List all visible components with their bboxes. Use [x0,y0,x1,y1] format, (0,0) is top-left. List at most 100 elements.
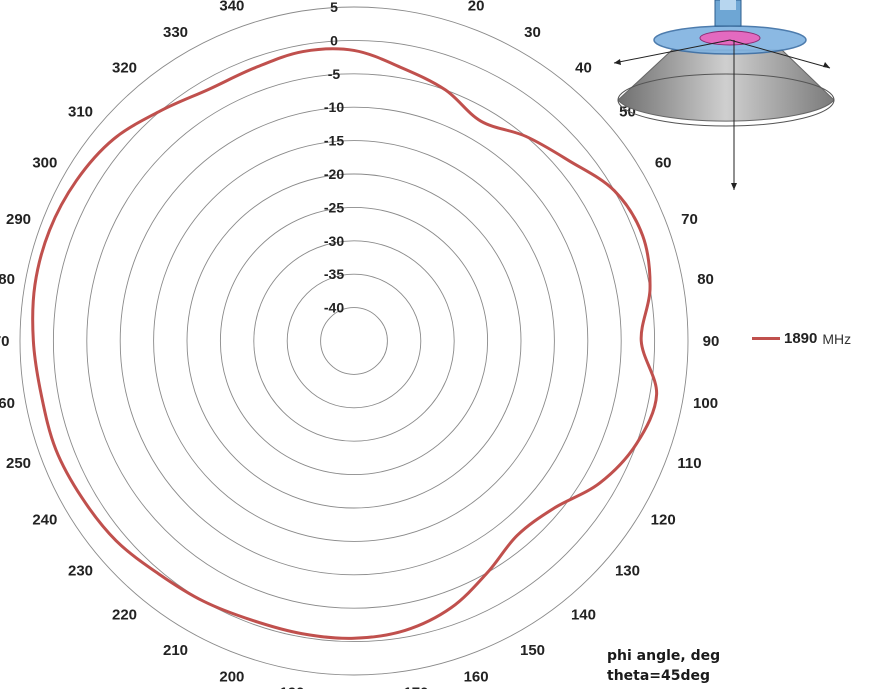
radial-tick-label: 0 [330,32,338,48]
angle-tick-label: 150 [520,642,545,659]
data-point [157,572,160,576]
data-point [524,135,527,138]
series-traces [31,47,659,640]
data-point [655,393,658,396]
grid-ring [253,240,455,442]
data-point [598,481,602,485]
angle-tick-label: 280 [0,271,15,288]
data-point [640,339,643,343]
data-point [400,66,404,70]
data-point [159,109,162,112]
angle-tick-labels: 0102030405060708090100110120130140150160… [0,0,719,689]
angle-tick-label: 240 [32,512,57,529]
data-point [352,49,356,52]
phi-axis-note: phi angle, deg [607,648,721,664]
angle-tick-label: 100 [693,395,718,412]
angle-tick-label: 140 [571,606,596,623]
data-point [613,189,616,192]
angle-tick-label: 110 [677,455,701,472]
angle-tick-label: 340 [219,0,244,15]
angle-tick-label: 80 [697,271,714,288]
radial-tick-labels: 5 0 -5 -10 -15 -20 -25 -30 -35 -40 [324,0,344,316]
radial-tick-label: -35 [324,266,344,282]
radial-tick-label: -30 [324,233,344,249]
data-point [486,571,489,574]
grid-ring [19,6,689,676]
grid-rings [19,6,689,676]
legend-swatch [752,337,780,340]
data-point [75,179,78,182]
data-point [48,228,51,232]
grid-ring [219,206,489,476]
data-point [54,448,58,451]
radial-tick-label: -25 [324,199,344,215]
angle-tick-label: 260 [0,395,15,412]
radial-tick-label: -15 [324,133,344,149]
angle-tick-label: 120 [651,512,676,529]
radial-tick-label: -10 [324,99,344,115]
grid-ring [320,307,388,375]
grid-ring [186,173,522,509]
angle-tick-label: 330 [163,24,188,41]
angle-tick-label: 40 [575,60,592,77]
angle-tick-label: 300 [32,155,57,172]
data-point [552,507,555,510]
data-point [251,619,254,622]
data-point [515,534,519,537]
angle-tick-label: 20 [468,0,485,15]
antenna-model-image [613,0,835,190]
angle-tick-label: 160 [464,668,489,685]
data-point [32,339,35,343]
data-point [114,539,118,542]
data-point [635,442,638,446]
angle-tick-label: 250 [6,455,31,472]
theta-note: theta=45deg [607,668,711,684]
grid-ring [86,73,622,609]
chart-annotation: phi angle, deg theta=45deg [607,646,720,686]
data-point [112,137,115,141]
legend-unit: MHz [822,330,852,347]
grid-ring [286,273,422,409]
radial-tick-label: -20 [324,166,344,182]
data-point [449,606,453,609]
data-point [403,629,407,632]
angle-tick-label: 70 [681,211,698,228]
grid-ring [119,106,589,576]
angle-tick-label: 270 [0,333,10,350]
data-point [352,637,356,640]
angle-tick-label: 90 [703,333,720,350]
data-point [80,496,84,500]
data-point [567,159,571,162]
angle-tick-label: 200 [219,668,244,685]
angle-tick-label: 310 [68,104,93,121]
data-point [40,394,43,398]
data-point [207,88,210,91]
angle-tick-label: 290 [6,211,31,228]
series-line-1890 [31,47,659,640]
angle-tick-label: 210 [163,642,188,659]
angle-tick-label: 230 [68,562,93,579]
angle-tick-label: 60 [655,155,672,172]
radial-tick-label: -40 [324,300,344,316]
data-point [301,632,304,635]
angle-tick-label: 170 [403,685,428,689]
data-point [648,287,652,291]
radial-tick-label: -5 [328,66,341,82]
angle-tick-label: 130 [615,562,640,579]
data-point [641,234,644,238]
angle-tick-label: 320 [112,60,137,77]
grid-ring [52,39,656,643]
angle-tick-label: 220 [112,606,137,623]
data-point [253,66,256,70]
data-point [479,119,483,123]
grid-ring [153,140,555,542]
angle-tick-label: 30 [524,24,541,41]
legend-value: 1890 [784,330,818,347]
data-point [444,88,447,92]
angle-tick-label: 190 [279,685,304,689]
radial-tick-label: 5 [330,0,338,15]
data-point [301,50,305,53]
chart-legend: 1890 MHz [752,330,851,347]
data-point [202,600,205,603]
